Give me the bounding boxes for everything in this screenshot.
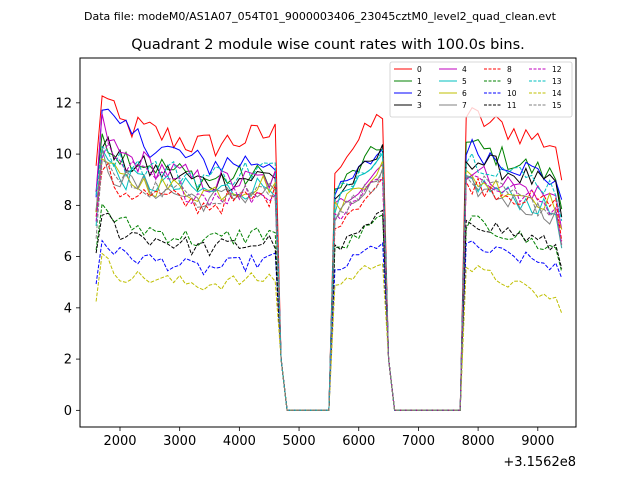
x-tick-label: 3000 (163, 434, 196, 449)
legend-label-0: 0 (417, 65, 422, 74)
plot-frame (79, 57, 577, 428)
legend-label-15: 15 (552, 101, 562, 110)
x-tick-label: 5000 (283, 434, 316, 449)
y-axis: 0 2 4 6 8 10 12 (55, 96, 80, 419)
legend-box (389, 61, 573, 118)
legend-label-9: 9 (507, 77, 512, 86)
legend-label-14: 14 (552, 89, 562, 98)
series-line-11 (95, 209, 563, 411)
x-tick-label: 2000 (103, 434, 136, 449)
series-line-2 (95, 108, 563, 411)
series-line-4 (95, 113, 563, 411)
series-line-10 (95, 239, 563, 411)
legend-label-2: 2 (417, 89, 422, 98)
legend-label-1: 1 (417, 77, 422, 86)
chart-title: Quadrant 2 module wise count rates with … (131, 37, 525, 53)
legend-label-10: 10 (507, 89, 517, 98)
legend-label-12: 12 (552, 65, 562, 74)
legend-label-6: 6 (462, 89, 467, 98)
legend-label-5: 5 (462, 77, 467, 86)
x-tick-label: 6000 (342, 434, 375, 449)
y-tick-label: 2 (64, 353, 72, 368)
legend-label-13: 13 (552, 77, 562, 86)
legend-label-7: 7 (462, 101, 467, 110)
series-line-8 (95, 162, 563, 411)
y-tick-label: 0 (64, 404, 72, 419)
x-tick-label: 7000 (402, 434, 435, 449)
x-offset-label: +3.1562e8 (503, 455, 576, 470)
y-tick-label: 6 (64, 250, 72, 265)
x-tick-label: 4000 (223, 434, 256, 449)
legend-label-4: 4 (462, 65, 467, 74)
figure-suptitle: Data file: modeM0/AS1A07_054T01_90000034… (84, 10, 557, 23)
legend-label-3: 3 (417, 101, 422, 110)
y-tick-label: 8 (64, 199, 72, 214)
y-tick-label: 12 (55, 96, 72, 111)
y-tick-label: 10 (55, 148, 72, 163)
x-axis: 2000 3000 4000 5000 6000 7000 8000 9000 (103, 427, 554, 449)
legend-label-11: 11 (507, 101, 517, 110)
y-tick-label: 4 (64, 301, 72, 316)
x-tick-label: 8000 (462, 434, 495, 449)
series-line-15 (95, 160, 563, 411)
series-line-6 (95, 158, 563, 411)
series-line-0 (95, 95, 563, 411)
plot-lines (95, 95, 563, 411)
series-line-9 (95, 202, 563, 411)
series-line-14 (95, 252, 563, 411)
legend-label-8: 8 (507, 65, 512, 74)
x-tick-label: 9000 (521, 434, 554, 449)
